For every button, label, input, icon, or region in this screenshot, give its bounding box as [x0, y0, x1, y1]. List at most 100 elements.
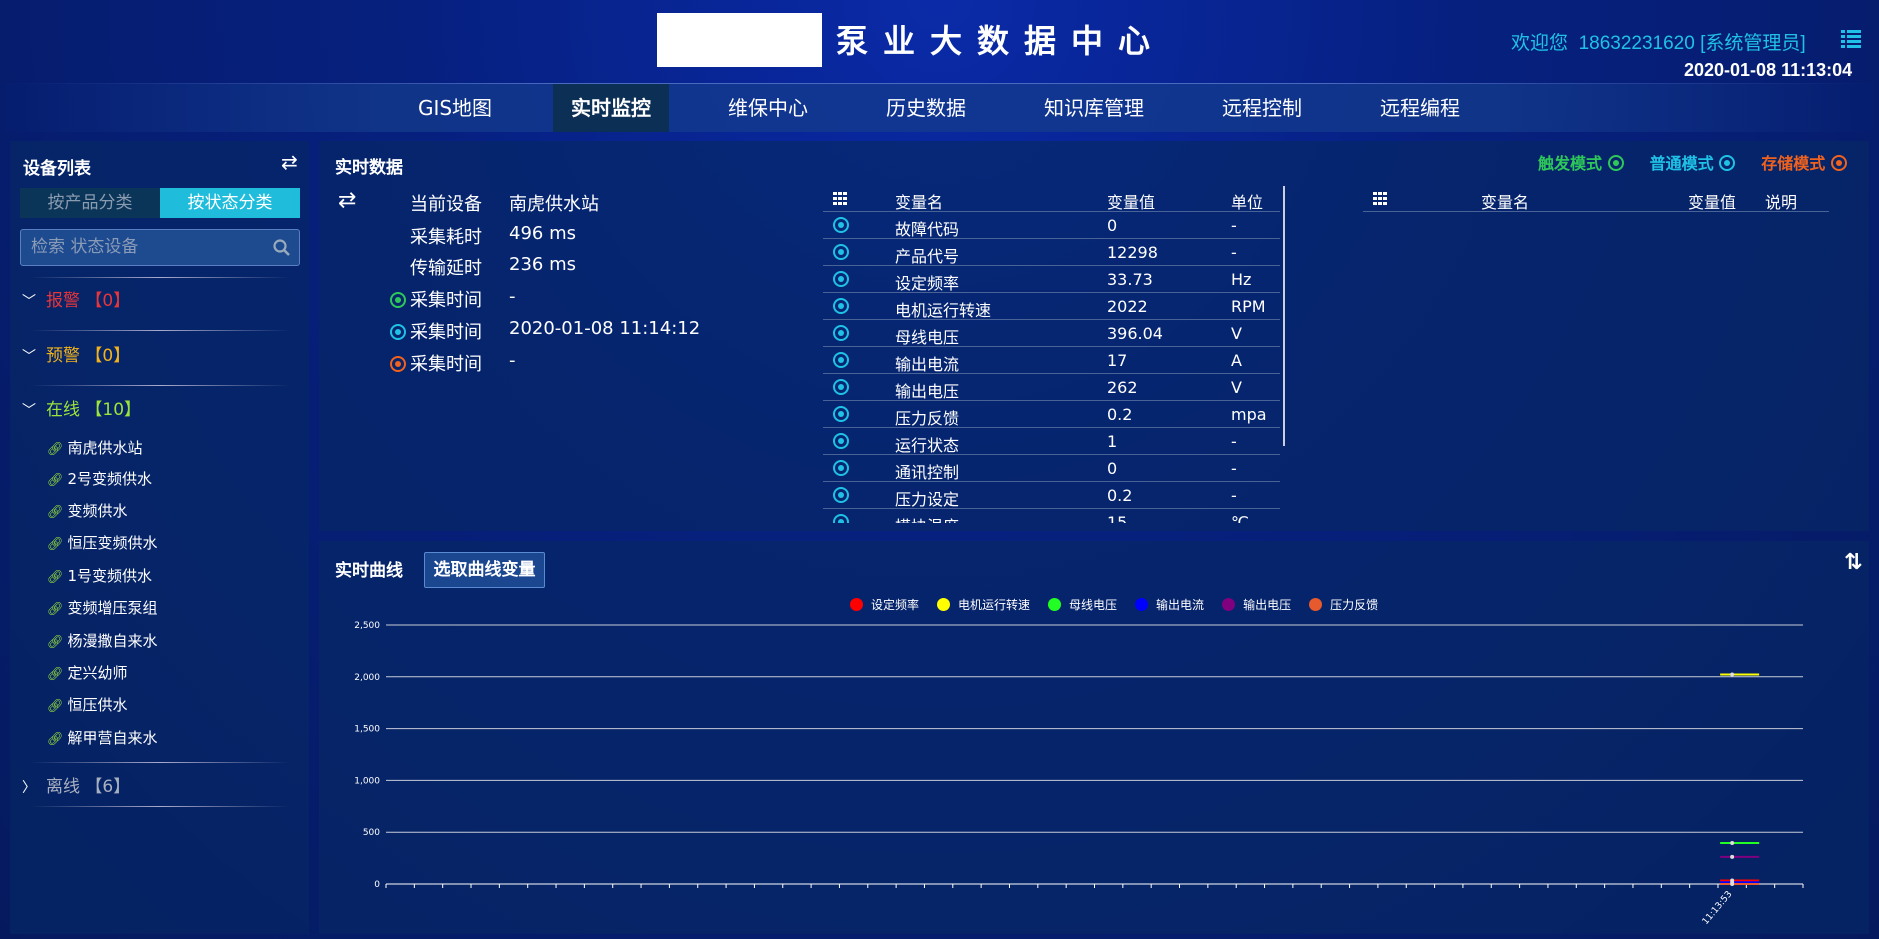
realtime-line-chart: 0 500 1,000 1,500 2,000 2,500 11:13:53 [354, 621, 1804, 927]
radio-icon[interactable] [833, 379, 849, 395]
link-icon: 🔗︎ [47, 473, 64, 488]
nav-remote-programming[interactable]: 远程编程 [1380, 96, 1460, 120]
table-scrollbar[interactable] [1283, 186, 1285, 446]
info-label: 采集时间 [322, 318, 482, 344]
device-item[interactable]: 🔗︎ 变频供水 [47, 500, 128, 521]
sort-toggle-icon[interactable]: ⇅ [1844, 550, 1863, 575]
table-row[interactable]: 设定频率 33.73 Hz [823, 266, 1280, 293]
select-curve-variables-button[interactable]: 选取曲线变量 [424, 552, 545, 588]
variable-value: 0.2 [1107, 486, 1133, 505]
tab-by-product[interactable]: 按产品分类 [20, 188, 160, 218]
legend-item[interactable]: 设定频率 [850, 596, 919, 613]
device-name: 1号变频供水 [67, 567, 153, 585]
y-tick-label: 2,000 [354, 673, 380, 683]
realtime-data-panel [319, 141, 1869, 531]
variable-value: 396.04 [1107, 324, 1163, 343]
legend-item[interactable]: 输出电压 [1222, 596, 1291, 613]
table-row[interactable]: 输出电流 17 A [823, 347, 1280, 374]
legend-item[interactable]: 输出电流 [1135, 596, 1204, 613]
device-item[interactable]: 🔗︎ 恒压供水 [47, 694, 128, 715]
legend-swatch [1309, 598, 1323, 611]
col-header: 变量名 [895, 193, 944, 212]
data-point[interactable] [1730, 854, 1735, 859]
variable-unit: Hz [1231, 270, 1252, 289]
group-alarm[interactable]: ﹀ 报警 【0】 [22, 286, 130, 311]
table-row[interactable]: 产品代号 12298 - [823, 239, 1280, 266]
radio-icon[interactable] [833, 271, 849, 287]
grid-icon[interactable] [1373, 192, 1388, 205]
radio-icon [1607, 155, 1624, 171]
device-item[interactable]: 🔗︎ 变频增压泵组 [47, 597, 158, 618]
device-item[interactable]: 🔗︎ 2号变频供水 [47, 468, 152, 489]
radio-icon[interactable] [833, 325, 849, 341]
radio-icon[interactable] [833, 460, 849, 476]
link-icon: 🔗︎ [47, 602, 64, 617]
table-row[interactable]: 输出电压 262 V [823, 374, 1280, 401]
radio-icon[interactable] [833, 244, 849, 260]
group-warning[interactable]: ﹀ 预警 【0】 [22, 341, 130, 366]
nav-history[interactable]: 历史数据 [886, 96, 966, 120]
user-welcome[interactable]: 欢迎您 18632231620 [系统管理员] [1511, 28, 1806, 55]
radio-icon[interactable] [833, 514, 849, 523]
legend-item[interactable]: 电机运行转速 [937, 596, 1030, 613]
group-offline[interactable]: 〉离线 【6】 [22, 772, 130, 797]
grid-icon[interactable] [833, 192, 848, 205]
legend-swatch [937, 598, 951, 611]
normal-radio-icon [390, 324, 406, 340]
table-row[interactable]: 压力反馈 0.2 mpa [823, 401, 1280, 428]
y-tick-label: 1,500 [354, 725, 380, 735]
nav-realtime-monitor[interactable]: 实时监控 [553, 84, 669, 132]
table-row[interactable]: 模块温度 15 ℃ [823, 509, 1280, 523]
device-search-input[interactable]: 检索 状态设备 [20, 229, 300, 266]
data-point[interactable] [1730, 840, 1735, 845]
table-row[interactable]: 压力设定 0.2 - [823, 482, 1280, 509]
sidebar-title: 设备列表 [23, 159, 91, 179]
device-item[interactable]: 🔗︎ 南虎供水站 [47, 437, 143, 458]
device-item[interactable]: 🔗︎ 恒压变频供水 [47, 532, 158, 553]
device-name: 恒压变频供水 [67, 534, 158, 552]
nav-maintenance[interactable]: 维保中心 [728, 96, 808, 120]
table-row[interactable]: 电机运行转速 2022 RPM [823, 293, 1280, 320]
storage-mode-toggle[interactable]: 存储模式 [1761, 150, 1851, 174]
legend-item[interactable]: 母线电压 [1048, 596, 1117, 613]
nav-knowledge-base[interactable]: 知识库管理 [1044, 96, 1144, 120]
radio-icon[interactable] [833, 433, 849, 449]
switch-device-icon[interactable]: ⇄ [338, 188, 357, 213]
welcome-label: 欢迎您 [1511, 33, 1569, 54]
radio-icon[interactable] [833, 217, 849, 233]
search-icon[interactable] [273, 239, 291, 257]
swap-icon[interactable]: ⇄ [281, 150, 298, 174]
legend-swatch [1222, 598, 1236, 611]
device-item[interactable]: 🔗︎ 解甲营自来水 [47, 727, 158, 748]
data-point[interactable] [1730, 672, 1735, 677]
tab-by-status[interactable]: 按状态分类 [160, 188, 300, 218]
table-row[interactable]: 故障代码 0 - [823, 212, 1280, 239]
legend-label: 母线电压 [1069, 598, 1118, 612]
group-count: 【0】 [85, 346, 131, 366]
radio-icon[interactable] [833, 352, 849, 368]
list-menu-icon[interactable] [1841, 30, 1861, 48]
device-item[interactable]: 🔗︎ 1号变频供水 [47, 565, 152, 586]
current-device-value: 南虎供水站 [509, 194, 599, 215]
trigger-mode-toggle[interactable]: 触发模式 [1538, 150, 1628, 174]
divider [30, 385, 290, 386]
nav-remote-control[interactable]: 远程控制 [1222, 96, 1302, 120]
legend-item[interactable]: 压力反馈 [1309, 596, 1378, 613]
table-row[interactable]: 母线电压 396.04 V [823, 320, 1280, 347]
radio-icon[interactable] [833, 487, 849, 503]
normal-mode-toggle[interactable]: 普通模式 [1650, 150, 1740, 174]
nav-gis-map[interactable]: GIS地图 [417, 96, 493, 120]
legend-label: 电机运行转速 [958, 598, 1031, 612]
group-online[interactable]: ﹀ 在线 【10】 [22, 395, 141, 420]
table-row[interactable]: 运行状态 1 - [823, 428, 1280, 455]
device-item[interactable]: 🔗︎ 定兴幼师 [47, 662, 128, 683]
variable-value: 2022 [1107, 297, 1148, 316]
label-text: 采集时间 [410, 322, 482, 343]
variable-unit: ℃ [1231, 513, 1249, 523]
data-point[interactable] [1730, 881, 1735, 886]
radio-icon[interactable] [833, 298, 849, 314]
variable-name: 输出电压 [895, 382, 960, 401]
table-row[interactable]: 通讯控制 0 - [823, 455, 1280, 482]
device-item[interactable]: 🔗︎ 杨漫撒自来水 [47, 630, 158, 651]
radio-icon[interactable] [833, 406, 849, 422]
